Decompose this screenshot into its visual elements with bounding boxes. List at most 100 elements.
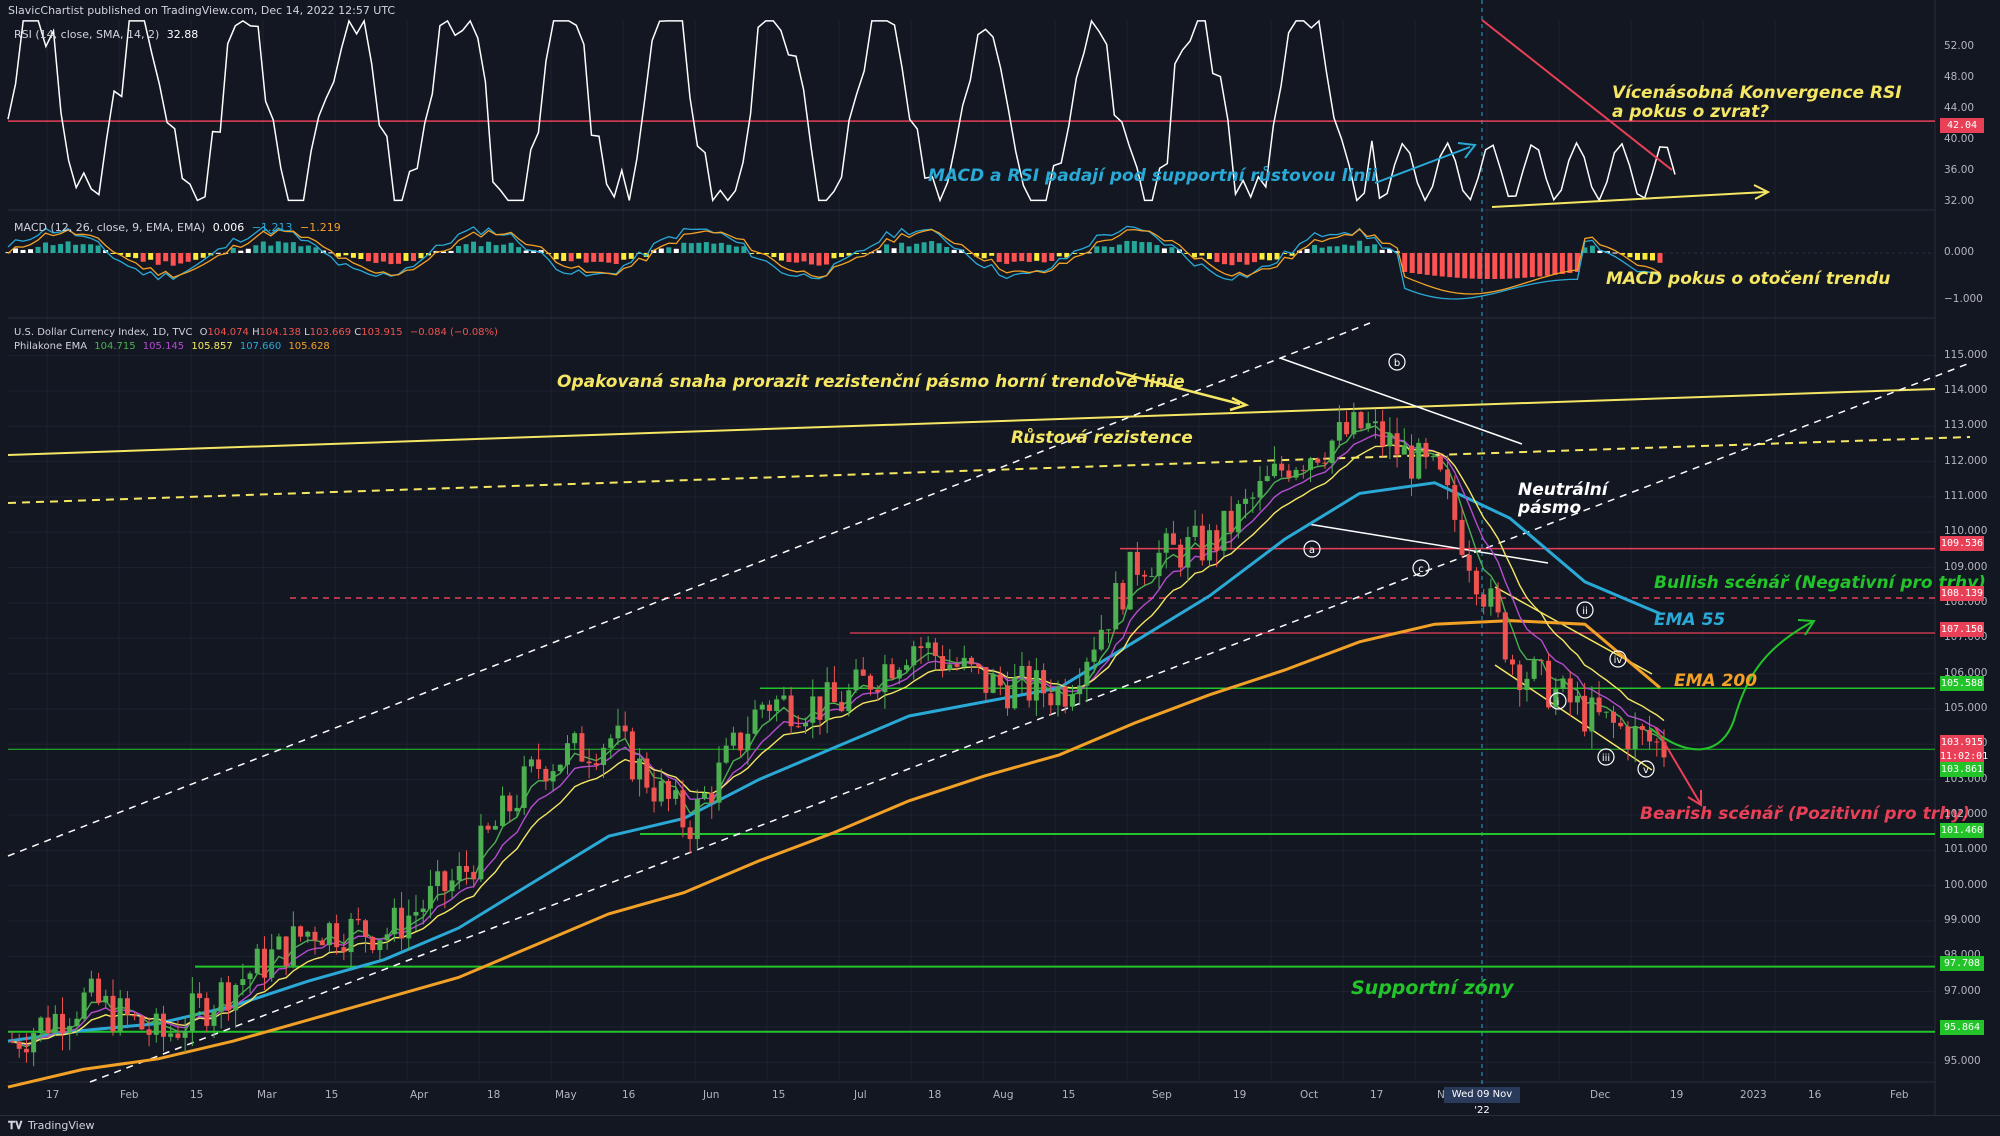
candle-body [968,657,974,665]
price-tick: 111.000 [1944,489,1988,502]
macd-bar [606,253,612,263]
rsi-tick: 44.00 [1944,102,1975,114]
candle-body [211,1011,217,1026]
macd-bar [471,241,477,253]
ema55-path [7,481,1661,1043]
price-tag: 103.861 [1940,762,1984,777]
macd-bar [1312,245,1318,253]
rsi-value: 32.88 [166,28,199,41]
candle-body [702,792,708,799]
macd-bar [335,253,341,257]
candle-body [283,936,289,966]
candle-body [1250,497,1256,499]
macd-bar [636,253,642,254]
short-emas [11,425,1665,1048]
candle-body [485,825,491,830]
macd-bar [598,253,604,262]
candle-body [1481,594,1487,607]
macd-bar [929,241,935,253]
candle-body [1423,442,1429,458]
macd-bar [1116,244,1122,253]
macd-bar [914,243,920,253]
candle-body [88,978,94,993]
macd-bar [1184,253,1190,254]
macd-bar [1319,247,1325,253]
macd-bar [1019,253,1025,262]
time-tick: Aug [993,1089,1014,1101]
candle-body [1409,445,1415,479]
price-header: U.S. Dollar Currency Index, 1D, TVC O104… [14,327,498,338]
macd-bar [763,253,769,255]
candle-body [492,825,498,830]
price-tag: 95.864 [1940,1020,1984,1035]
macd-bar [373,253,379,263]
macd-bar [793,253,799,263]
tradingview-logo-icon[interactable]: 𝐓𝐕 [8,1119,23,1132]
candle-body [882,664,888,693]
candle-body [1055,686,1061,706]
candle-body [96,978,102,1003]
macd-bar [839,253,845,258]
candle-body [651,787,657,802]
macd-bar [1086,252,1092,254]
macd-bar [1109,246,1115,253]
macd-bar [1034,253,1040,261]
candle-body [1524,678,1530,691]
candle-body [341,947,347,953]
candle-body [961,657,967,667]
time-tick: 18 [928,1089,942,1101]
price-tag: 11:02:01 [1940,749,1989,764]
candle-body [117,998,123,1032]
macd-bar [591,253,597,262]
macd-bar [118,253,124,255]
wave-label: i [1557,697,1560,708]
macd-bar [1011,253,1017,262]
macd-bar [876,250,882,253]
candle-body [1618,722,1624,727]
macd-bar [95,245,101,253]
macd-bar [200,253,206,258]
wave-circle [1412,559,1430,577]
macd-bar [1582,247,1588,253]
wave-label: a [1309,545,1315,556]
macd-bar [1484,253,1490,279]
candle-body [875,689,881,693]
candle-body [326,923,332,946]
ema-label: Philakone EMA [14,341,88,352]
macd-bar [140,253,146,262]
candle-body [853,669,859,691]
bullish-arrow [1649,621,1813,751]
macd-bar [1282,253,1288,254]
macd-bar [1649,253,1655,261]
candle-body [1221,510,1227,551]
macd-bar [1529,253,1535,278]
macd-label: MACD (12, 26, close, 9, EMA, EMA) [14,221,206,234]
candle-body [601,747,607,766]
candle-body [759,704,765,710]
macd-bar [1507,253,1513,279]
candle-body [23,1048,29,1053]
trendline-dashed [7,436,1971,504]
macd-bar [1589,245,1595,253]
wave-circle [1637,760,1655,778]
candle-body [932,642,938,657]
candle-body [997,674,1003,686]
ema4-value: 107.660 [239,341,282,352]
candle-body [803,722,809,727]
price-tick: 109.000 [1944,560,1988,573]
rsi-tag: 42.04 [1940,118,1984,133]
neutral-zone-note: Neutrální pásmo [1518,480,1608,518]
macd-bar [1064,253,1070,258]
macd-bar [448,250,454,253]
wave-circle [1609,650,1627,668]
ema55-note: EMA 55 [1654,610,1726,630]
candle-body [442,871,448,892]
candle-body [1488,588,1494,607]
candle-body [132,1014,138,1017]
macd-bar [1094,246,1100,253]
macd-bar [688,243,694,253]
candle-body [1358,412,1364,429]
low-value: 103.669 [309,327,352,338]
macd-bar [1454,253,1460,278]
time-tick: Jul [854,1089,867,1101]
